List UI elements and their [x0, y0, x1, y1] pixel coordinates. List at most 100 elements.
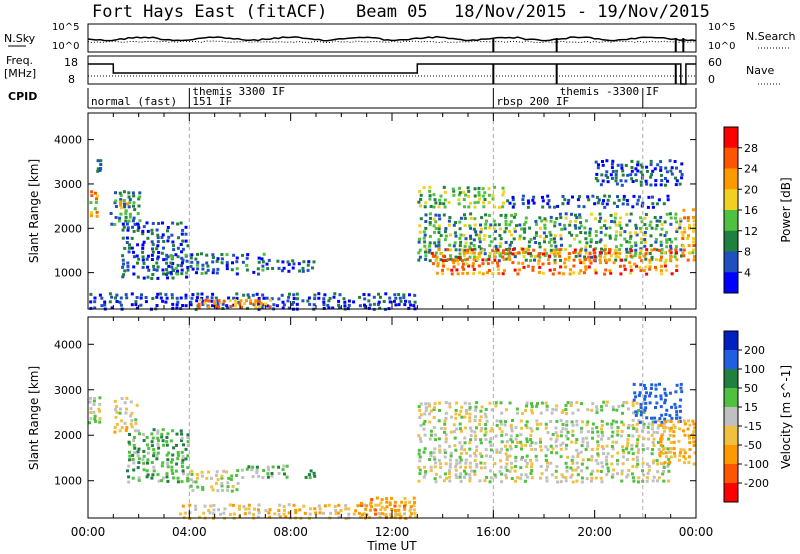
- data-cell: [404, 500, 408, 504]
- data-cell: [170, 233, 174, 237]
- data-cell: [257, 508, 260, 512]
- data-cell: [566, 455, 570, 459]
- data-cell: [654, 268, 658, 272]
- data-cell: [409, 507, 413, 511]
- data-cell: [175, 303, 179, 307]
- data-cell: [483, 466, 487, 470]
- data-cell: [597, 163, 600, 167]
- data-cell: [266, 475, 270, 479]
- data-cell: [428, 259, 432, 263]
- data-cell: [530, 429, 534, 433]
- data-cell: [578, 258, 582, 262]
- data-cell: [329, 511, 333, 515]
- data-cell: [654, 387, 658, 391]
- data-cell: [428, 194, 432, 198]
- data-cell: [113, 399, 117, 403]
- data-cell: [480, 454, 484, 458]
- x-tick-label: 12:00: [375, 525, 410, 539]
- data-cell: [508, 223, 512, 227]
- data-cell: [538, 265, 542, 269]
- data-cell: [605, 455, 609, 459]
- data-cell: [277, 297, 281, 301]
- data-cell: [510, 429, 514, 433]
- data-cell: [604, 258, 608, 262]
- data-cell: [560, 227, 564, 231]
- data-cell: [138, 219, 142, 223]
- data-cell: [575, 448, 579, 452]
- data-cell: [434, 461, 438, 465]
- data-cell: [603, 244, 607, 248]
- data-cell: [444, 230, 447, 234]
- data-cell: [171, 240, 175, 244]
- data-cell: [572, 251, 576, 255]
- data-cell: [614, 258, 618, 262]
- colorbar-segment: [724, 272, 738, 294]
- data-cell: [151, 273, 155, 276]
- data-cell: [161, 233, 165, 237]
- data-cell: [555, 465, 559, 469]
- data-cell: [599, 183, 603, 187]
- data-cell: [604, 268, 608, 272]
- data-cell: [505, 408, 508, 412]
- data-cell: [162, 258, 166, 262]
- data-cell: [162, 240, 166, 243]
- data-cell: [165, 440, 169, 444]
- data-cell: [645, 248, 649, 252]
- data-cell: [481, 187, 485, 191]
- data-cell: [460, 429, 463, 433]
- data-cell: [638, 391, 642, 395]
- data-cell: [356, 504, 360, 508]
- data-cell: [645, 416, 649, 420]
- data-cell: [377, 300, 381, 304]
- data-cell: [525, 465, 529, 469]
- data-cell: [433, 406, 436, 410]
- data-cell: [93, 207, 97, 211]
- data-cell: [119, 212, 123, 216]
- data-cell: [576, 473, 580, 477]
- data-cell: [146, 443, 149, 447]
- data-cell: [519, 466, 523, 470]
- data-cell: [174, 469, 178, 473]
- data-cell: [449, 248, 453, 252]
- data-cell: [433, 254, 437, 258]
- data-cell: [236, 481, 240, 485]
- data-cell: [455, 401, 459, 405]
- data-cell: [635, 427, 639, 431]
- data-cell: [207, 305, 211, 309]
- data-cell: [220, 261, 224, 265]
- data-cell: [661, 444, 665, 448]
- data-cell: [390, 508, 394, 511]
- data-cell: [480, 426, 484, 430]
- data-cell: [500, 447, 504, 451]
- data-cell: [90, 214, 93, 218]
- freq-tick-top: 18: [64, 56, 78, 69]
- data-cell: [626, 202, 630, 206]
- data-cell: [308, 476, 312, 480]
- data-cell: [662, 447, 666, 451]
- data-cell: [629, 173, 633, 177]
- data-cell: [526, 199, 530, 203]
- data-cell: [167, 451, 171, 455]
- data-cell: [428, 437, 432, 441]
- data-cell: [501, 201, 505, 205]
- data-cell: [509, 220, 513, 224]
- data-cell: [620, 469, 624, 473]
- data-cell: [384, 513, 388, 516]
- data-cell: [182, 443, 185, 447]
- data-cell: [88, 421, 92, 425]
- data-cell: [667, 457, 671, 461]
- data-cell: [675, 220, 679, 224]
- data-cell: [650, 427, 654, 431]
- data-cell: [475, 462, 479, 466]
- data-cell: [555, 444, 558, 448]
- data-cell: [593, 202, 597, 206]
- data-cell: [259, 301, 263, 305]
- data-cell: [556, 204, 560, 208]
- data-cell: [621, 445, 625, 449]
- data-cell: [520, 457, 523, 461]
- data-cell: [502, 257, 506, 261]
- data-cell: [668, 433, 672, 437]
- data-cell: [679, 382, 683, 386]
- data-cell: [565, 420, 569, 423]
- data-cell: [394, 513, 398, 517]
